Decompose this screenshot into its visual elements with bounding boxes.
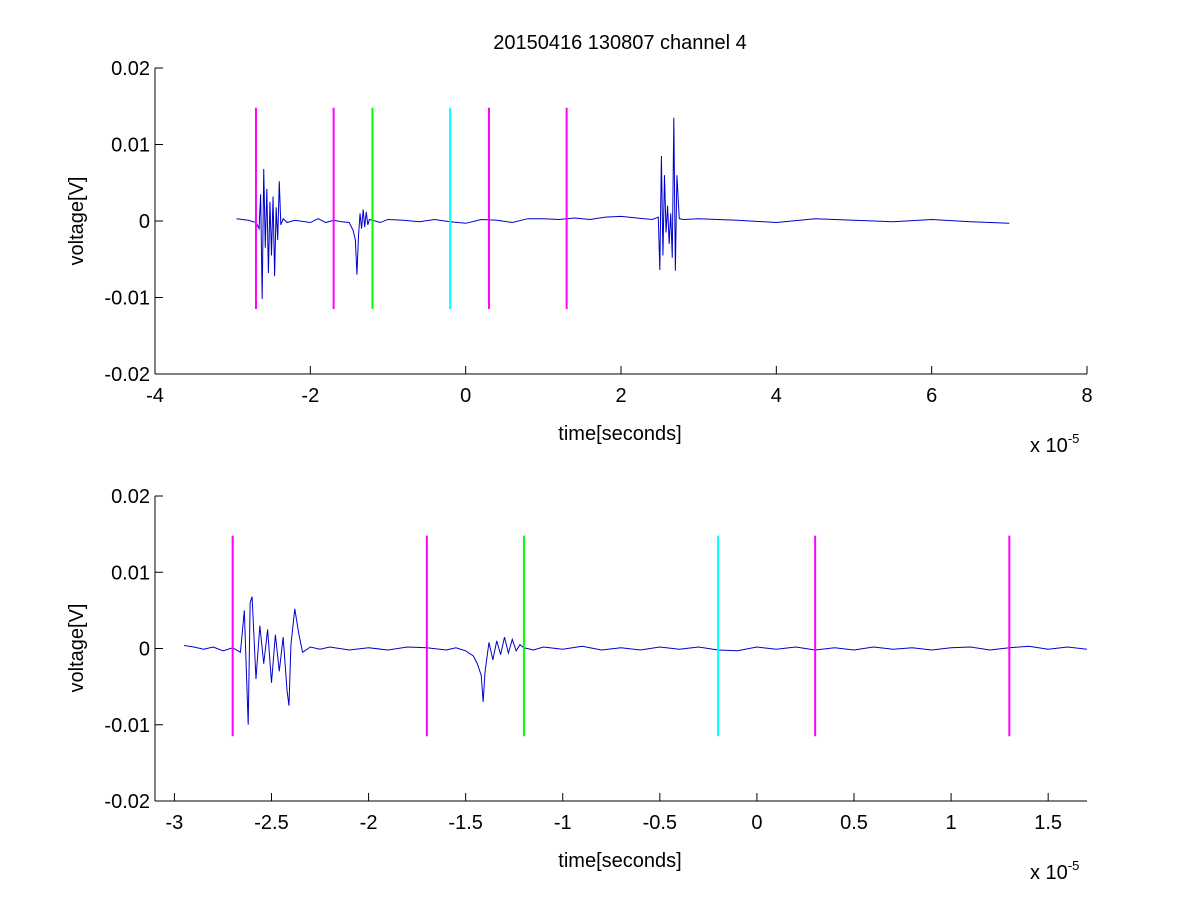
x-tick-label-bottom: 0 bbox=[751, 812, 762, 834]
x-exponent-base-top: x 10 bbox=[1030, 435, 1068, 457]
x-tick-label-top: -4 bbox=[146, 385, 164, 407]
plot-area-top bbox=[155, 68, 1087, 374]
x-tick-label-top: 8 bbox=[1081, 385, 1092, 407]
x-tick-label-top: 6 bbox=[926, 385, 937, 407]
x-tick-label-bottom: 1 bbox=[946, 812, 957, 834]
ticks-bottom: -3 -2.5 -2 -1.5 -1 -0.5 0 0.5 1 1.5 -0.02 -0.01 0 0.0… bbox=[104, 486, 1062, 834]
y-tick-label-bottom: 0.01 bbox=[111, 562, 150, 584]
x-tick-label-bottom: 0.5 bbox=[840, 812, 868, 834]
x-exponent-base-bottom: x 10 bbox=[1030, 862, 1068, 884]
y-tick-label-top: 0.01 bbox=[111, 135, 150, 157]
x-exponent-top: x 10-5 bbox=[1030, 431, 1079, 457]
plot-area-bottom bbox=[155, 496, 1087, 801]
axes-bottom: -3 -2.5 -2 -1.5 -1 -0.5 0 0.5 1 1.5 -0.02 -0.01 0 0.0… bbox=[66, 486, 1088, 884]
plot-content-bottom bbox=[184, 535, 1088, 737]
x-axis-label-bottom: time[seconds] bbox=[558, 850, 681, 872]
x-exponent-bottom: x 10-5 bbox=[1030, 858, 1079, 884]
x-tick-label-top: -2 bbox=[301, 385, 319, 407]
x-tick-label-top: 2 bbox=[615, 385, 626, 407]
axes-top: -4 -2 0 2 4 6 8 -0.02 -0.01 0 0.01 0.02 time[second… bbox=[66, 58, 1093, 457]
x-exponent-power-top: -5 bbox=[1068, 431, 1080, 446]
signal-trace-bottom bbox=[184, 596, 1088, 725]
y-axis-label-top: voltage[V] bbox=[66, 177, 88, 266]
y-tick-label-bottom: -0.02 bbox=[104, 791, 150, 813]
x-tick-label-bottom: -2.5 bbox=[254, 812, 288, 834]
x-axis-label-top: time[seconds] bbox=[558, 423, 681, 445]
signal-trace-top bbox=[236, 117, 1010, 300]
figure-title: 20150416 130807 channel 4 bbox=[493, 32, 747, 54]
y-tick-label-bottom: 0 bbox=[139, 639, 150, 661]
x-tick-label-bottom: -0.5 bbox=[643, 812, 677, 834]
x-tick-label-bottom: 1.5 bbox=[1034, 812, 1062, 834]
x-tick-label-top: 0 bbox=[460, 385, 471, 407]
x-tick-label-top: 4 bbox=[771, 385, 782, 407]
plot-content-top bbox=[236, 107, 1010, 309]
y-tick-label-top: -0.02 bbox=[104, 364, 150, 386]
y-tick-label-top: 0 bbox=[139, 211, 150, 233]
x-tick-label-bottom: -3 bbox=[166, 812, 184, 834]
x-tick-label-bottom: -1.5 bbox=[448, 812, 482, 834]
x-tick-label-bottom: -1 bbox=[554, 812, 572, 834]
y-tick-label-top: -0.01 bbox=[104, 288, 150, 310]
y-tick-label-bottom: 0.02 bbox=[111, 486, 150, 508]
y-axis-label-bottom: voltage[V] bbox=[66, 604, 88, 693]
ticks-top: -4 -2 0 2 4 6 8 -0.02 -0.01 0 0.01 0.02 bbox=[104, 58, 1092, 407]
y-tick-label-top: 0.02 bbox=[111, 58, 150, 80]
x-exponent-power-bottom: -5 bbox=[1068, 858, 1080, 873]
y-tick-label-bottom: -0.01 bbox=[104, 715, 150, 737]
x-tick-label-bottom: -2 bbox=[360, 812, 378, 834]
